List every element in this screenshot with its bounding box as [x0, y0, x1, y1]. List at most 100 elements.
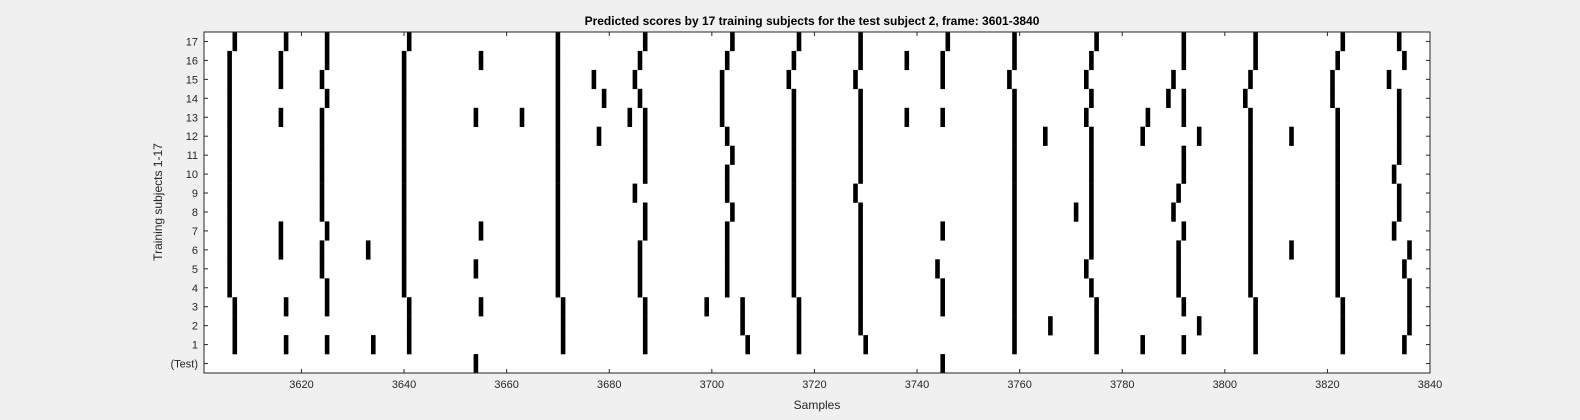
event-bar: [796, 32, 802, 52]
event-bar: [642, 335, 648, 355]
event-bar: [1171, 69, 1176, 90]
event-bar: [796, 297, 802, 317]
event-bar: [1094, 297, 1099, 317]
event-bar: [555, 240, 561, 260]
event-bar: [601, 88, 607, 108]
x-tick-label: 3680: [597, 379, 621, 391]
event-bar: [401, 240, 407, 260]
event-bar: [401, 202, 407, 222]
event-bar: [627, 107, 633, 127]
event-bar: [1396, 88, 1402, 108]
chart-title: Predicted scores by 17 training subjects…: [585, 14, 1040, 28]
event-bar: [940, 69, 945, 90]
event-bar: [724, 50, 730, 71]
event-bar: [1181, 32, 1187, 52]
event-bar: [560, 316, 566, 336]
event-bar: [232, 297, 238, 317]
x-tick-label: 3800: [1213, 379, 1237, 391]
event-bar: [1089, 221, 1094, 241]
event-bar: [227, 202, 232, 222]
x-tick-label: 3720: [802, 379, 826, 391]
event-bar: [724, 240, 730, 260]
event-bar: [1402, 259, 1407, 279]
event-bar: [1248, 145, 1253, 165]
event-bar: [232, 32, 238, 52]
event-bar: [940, 297, 945, 317]
x-tick-label: 3780: [1110, 379, 1134, 391]
event-bar: [740, 297, 745, 317]
event-bar: [858, 164, 863, 184]
event-bar: [642, 316, 648, 336]
event-bar: [283, 32, 289, 52]
event-bar: [1089, 183, 1094, 203]
event-bar: [632, 183, 638, 203]
event-bar: [637, 88, 643, 108]
event-bar: [1253, 297, 1258, 317]
event-bar: [555, 221, 561, 241]
event-bar: [1248, 259, 1253, 279]
event-bar: [555, 259, 561, 279]
event-bar: [401, 221, 407, 241]
event-bar: [596, 126, 602, 146]
event-bar: [1248, 164, 1253, 184]
event-bar: [1012, 240, 1017, 260]
event-bar: [1407, 316, 1412, 336]
event-bar: [791, 164, 797, 184]
event-bar: [1181, 221, 1187, 241]
event-bar: [1243, 88, 1248, 108]
event-bar: [1171, 202, 1176, 222]
event-bar: [319, 240, 325, 260]
event-bar: [1089, 50, 1094, 71]
event-bar: [371, 335, 376, 355]
event-bar: [791, 107, 797, 127]
event-bar: [940, 50, 945, 71]
event-bar: [1335, 107, 1340, 127]
event-bar: [227, 88, 232, 108]
event-bar: [1253, 50, 1258, 71]
event-bar: [319, 164, 325, 184]
event-bar: [1089, 240, 1094, 260]
x-tick-label: 3620: [289, 379, 313, 391]
y-tick-label: 6: [192, 245, 198, 257]
event-bar: [1253, 335, 1258, 355]
y-tick-label: (Test): [171, 359, 199, 371]
event-bar: [863, 335, 868, 355]
event-bar: [1094, 32, 1099, 52]
event-bar: [401, 88, 407, 108]
y-tick-label: 7: [192, 226, 198, 238]
event-bar: [1248, 240, 1253, 260]
event-bar: [227, 69, 232, 90]
y-tick-label: 9: [192, 188, 198, 200]
event-bar: [1012, 145, 1017, 165]
event-bar: [1140, 335, 1145, 355]
event-bar: [1335, 183, 1340, 203]
event-bar: [1335, 164, 1340, 184]
x-tick-label: 3640: [392, 379, 416, 391]
event-bar: [283, 297, 289, 317]
event-bar: [642, 164, 648, 184]
event-bar: [560, 297, 566, 317]
event-bar: [904, 107, 910, 127]
event-bar: [1340, 297, 1346, 317]
event-bar: [591, 69, 597, 90]
event-bar: [555, 126, 561, 146]
event-bar: [1248, 221, 1253, 241]
event-bar: [1386, 69, 1392, 90]
event-bar: [1181, 88, 1187, 108]
event-bar: [1166, 88, 1171, 108]
event-bar: [1176, 259, 1181, 279]
event-bar: [555, 50, 561, 71]
event-bar: [858, 107, 863, 127]
event-bar: [401, 50, 407, 71]
event-bar: [1335, 259, 1340, 279]
event-bar: [555, 32, 561, 52]
event-bar: [1181, 145, 1187, 165]
event-bar: [1253, 316, 1258, 336]
event-bar: [730, 202, 735, 222]
event-bar: [1007, 69, 1012, 90]
x-tick-label: 3840: [1418, 379, 1442, 391]
event-bar: [560, 335, 566, 355]
event-bar: [1089, 202, 1094, 222]
event-bar: [1094, 335, 1099, 355]
